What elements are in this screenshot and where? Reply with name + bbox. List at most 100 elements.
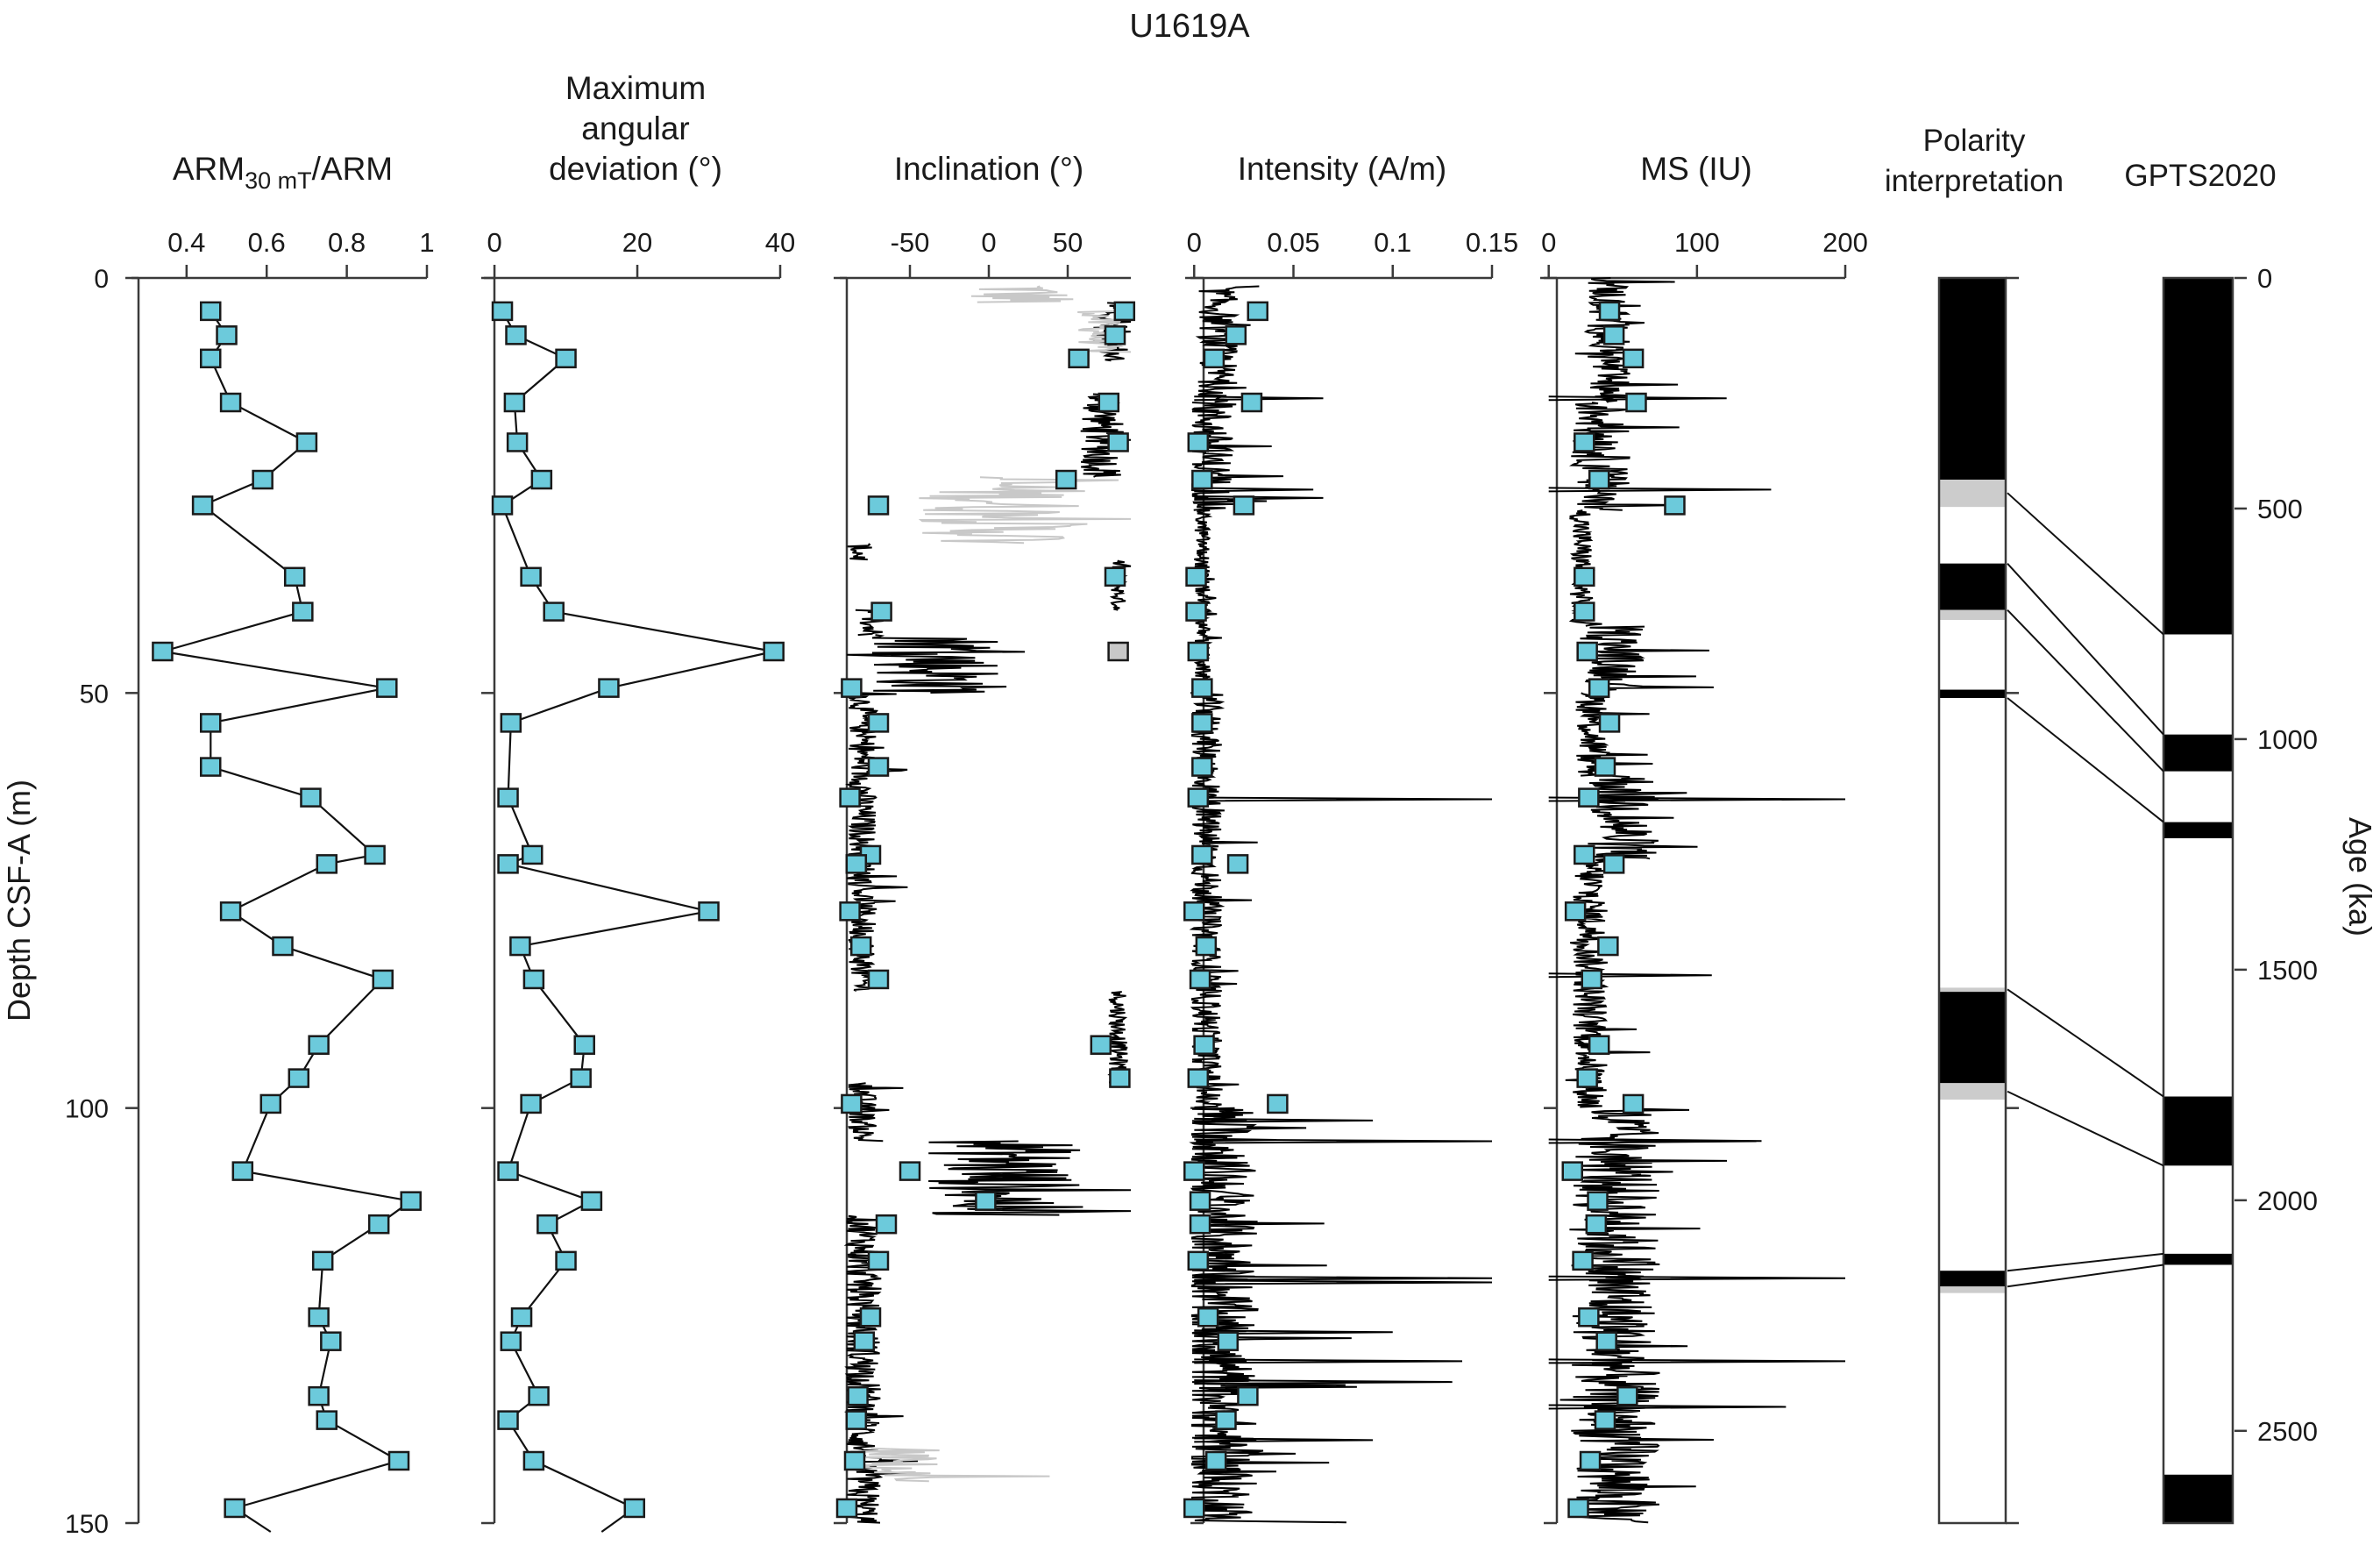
data-marker: [1187, 787, 1210, 808]
trace-spike: [1194, 1117, 1374, 1123]
data-marker: [1574, 566, 1595, 587]
trace-spike: [1194, 1437, 1374, 1443]
data-marker: [400, 1191, 422, 1211]
polarity-reversed-zone: [1939, 1100, 2006, 1271]
data-marker: [1189, 1214, 1211, 1235]
depth-tick-label: 50: [80, 680, 109, 708]
trace-spike: [1548, 1138, 1757, 1144]
tie-line: [2007, 988, 2164, 1098]
gpts-reversed-chron: [2163, 634, 2233, 735]
data-marker: [841, 1093, 863, 1114]
data-marker: [899, 1161, 921, 1181]
trace-inclination-gray: [850, 1447, 1050, 1483]
data-marker: [841, 678, 863, 698]
data-marker: [1602, 854, 1625, 874]
data-marker: [372, 969, 394, 990]
data-marker: [200, 348, 222, 369]
tie-line: [2007, 1264, 2164, 1288]
data-marker: [520, 1093, 542, 1114]
data-marker: [510, 1306, 533, 1328]
data-marker: [311, 1250, 334, 1271]
data-marker: [491, 301, 514, 322]
data-marker: [1191, 469, 1213, 490]
data-marker: [509, 936, 531, 957]
panel-title: Inclination (°): [894, 151, 1083, 187]
data-marker: [1578, 1306, 1600, 1328]
data-marker: [1107, 641, 1129, 662]
data-marker: [1104, 325, 1126, 345]
trace-spike: [1194, 796, 1493, 802]
data-marker: [522, 1450, 545, 1471]
x-tick-label: 40: [765, 227, 795, 258]
data-marker: [1185, 566, 1207, 587]
data-marker: [1189, 1191, 1211, 1211]
age-tick-label: 2500: [2257, 1416, 2318, 1447]
x-tick-label: 20: [622, 227, 652, 258]
data-marker: [1187, 1068, 1210, 1088]
data-marker: [500, 713, 522, 733]
data-marker: [975, 1191, 997, 1211]
polarity-reversed-zone: [1939, 507, 2006, 564]
tie-line: [2007, 492, 2164, 636]
tie-line: [2007, 697, 2164, 823]
data-marker: [505, 325, 527, 345]
x-tick-label: 0.4: [167, 227, 205, 258]
panel-arm: ARM30 mT/ARM 0.4 0.6 0.8 1: [125, 151, 435, 1533]
data-marker: [1237, 1385, 1259, 1406]
data-marker: [1183, 1161, 1205, 1181]
panel-title: ARM30 mT/ARM: [173, 151, 393, 194]
polarity-uncertain-zone: [1939, 480, 2006, 508]
depth-tick-label: 100: [65, 1095, 109, 1124]
data-marker: [224, 1498, 245, 1519]
polarity-reversed-zone: [1939, 698, 2006, 988]
polarity-normal-zone: [1939, 1271, 2006, 1287]
data-marker: [1574, 602, 1595, 622]
data-marker: [853, 1331, 876, 1351]
data-marker: [1225, 325, 1247, 345]
trace-intensity: [1191, 402, 1284, 511]
data-marker: [1187, 641, 1210, 662]
gpts-normal-chron: [2163, 278, 2233, 635]
trace-inclination: [928, 1140, 1132, 1216]
data-marker: [1098, 392, 1120, 413]
data-marker: [1191, 713, 1213, 733]
data-marker: [1594, 757, 1616, 777]
x-tick-label: 0.1: [1374, 227, 1411, 258]
data-marker: [763, 641, 785, 662]
data-marker: [1191, 757, 1213, 777]
trace-inclination: [843, 1214, 919, 1524]
data-marker: [320, 1331, 342, 1351]
x-tick-label: 200: [1822, 227, 1868, 258]
x-tick-label: 0.8: [328, 227, 366, 258]
polarity-normal-zone: [1939, 563, 2006, 610]
gpts-normal-chron: [2163, 1096, 2233, 1166]
data-marker: [231, 1161, 254, 1181]
data-marker: [867, 969, 890, 990]
data-marker: [1193, 1035, 1215, 1055]
data-marker: [1574, 432, 1595, 452]
gpts-reversed-chron: [2163, 1165, 2233, 1254]
data-marker: [272, 936, 294, 957]
trace-intensity: [1192, 509, 1222, 694]
tie-line: [2007, 1090, 2164, 1167]
data-marker: [1217, 1331, 1240, 1351]
age-tick-label: 500: [2257, 494, 2303, 524]
data-marker: [1187, 432, 1210, 452]
data-marker: [1113, 301, 1136, 322]
data-marker: [1203, 348, 1226, 369]
gpts-normal-chron: [2163, 822, 2233, 838]
data-marker: [528, 1385, 550, 1406]
panels-layer: 0 50 100 150 ARM30 mT/ARM 0.4 0.6 0.8 1 Maximum an…: [65, 70, 2318, 1539]
trace-spike: [1194, 1279, 1493, 1285]
trace-spike: [1194, 487, 1314, 493]
x-tick-label: 0.15: [1466, 227, 1518, 258]
data-marker: [1561, 1161, 1584, 1181]
data-marker: [497, 854, 519, 874]
data-marker: [580, 1191, 603, 1211]
trace-spike: [1548, 487, 1772, 493]
data-marker: [1597, 936, 1619, 957]
data-marker: [1598, 713, 1621, 733]
trace-inclination: [847, 543, 872, 561]
data-marker: [847, 1385, 869, 1406]
x-tick-label: 0: [981, 227, 996, 258]
